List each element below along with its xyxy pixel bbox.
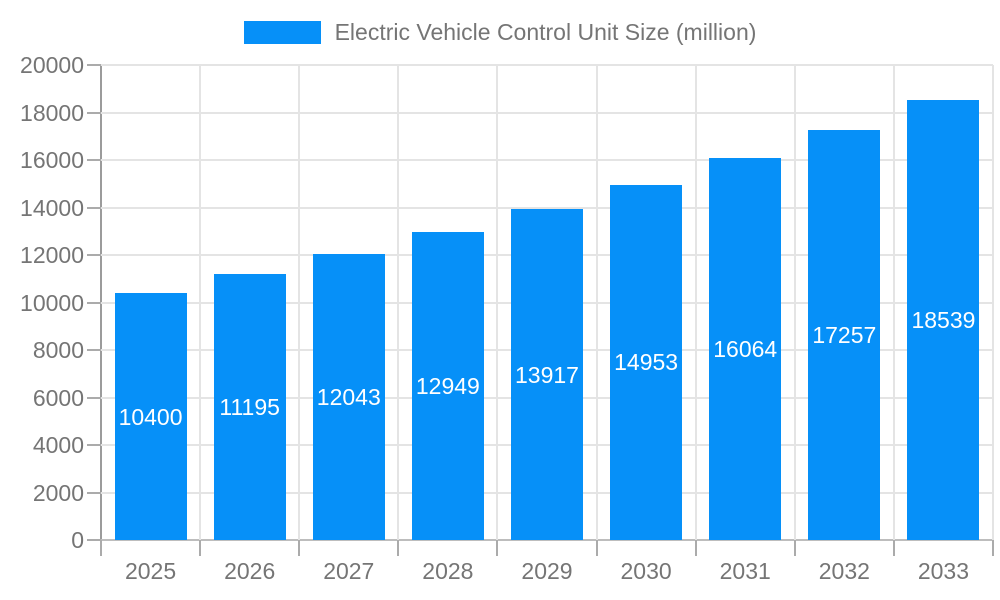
- bar-value-label: 18539: [911, 306, 976, 333]
- y-axis-label: 0: [71, 527, 84, 553]
- h-gridline: [101, 206, 993, 209]
- v-gridline: [199, 65, 202, 540]
- bar-value-label: 10400: [118, 403, 183, 430]
- plot-area: 10400 11195 12043 12949 13917 14953 16064 17257…: [101, 64, 994, 540]
- x-axis-tick: [694, 540, 697, 556]
- y-axis-label: 6000: [32, 384, 84, 411]
- y-axis-tick: [87, 111, 101, 114]
- v-gridline: [496, 65, 499, 540]
- x-axis-label: 2032: [818, 558, 870, 584]
- y-axis-tick: [87, 254, 101, 256]
- legend-label[interactable]: Electric Vehicle Control Unit Size (mill…: [334, 19, 757, 45]
- legend[interactable]: Electric Vehicle Control Unit Size (mill…: [0, 17, 1000, 47]
- x-axis-line: [101, 539, 993, 541]
- v-gridline: [298, 65, 301, 540]
- y-axis-label: 10000: [20, 289, 84, 316]
- y-axis-label: 14000: [20, 194, 84, 221]
- y-axis-tick: [87, 159, 101, 161]
- y-axis-label: 8000: [32, 337, 84, 363]
- x-axis-tick: [298, 540, 301, 556]
- h-gridline: [101, 111, 993, 114]
- y-axis-tick: [87, 349, 101, 351]
- bar-value-label: 12043: [316, 383, 381, 410]
- x-axis-tick: [397, 540, 400, 556]
- bar-2028[interactable]: 12949: [411, 232, 484, 540]
- v-gridline: [992, 65, 994, 540]
- y-axis-label: 18000: [20, 99, 84, 126]
- v-gridline: [397, 65, 400, 540]
- bar-2029[interactable]: 13917: [511, 209, 583, 540]
- x-axis-label: 2027: [323, 558, 375, 584]
- bar-2030[interactable]: 14953: [610, 184, 683, 540]
- y-axis-label: 20000: [20, 52, 84, 78]
- bar-value-label: 12949: [415, 373, 480, 400]
- x-axis-label: 2031: [719, 558, 771, 584]
- x-axis-tick: [992, 540, 994, 556]
- y-axis-label: 16000: [20, 147, 84, 173]
- legend-swatch[interactable]: [243, 20, 321, 44]
- x-axis-tick: [595, 540, 598, 556]
- x-axis-label: 2025: [124, 558, 177, 584]
- y-axis-tick: [87, 396, 101, 399]
- h-gridline: [101, 159, 993, 161]
- y-axis-tick: [87, 206, 101, 209]
- y-axis-tick: [87, 301, 101, 304]
- y-axis-tick: [87, 491, 101, 494]
- bar-2033[interactable]: 18539: [907, 99, 980, 540]
- v-gridline: [892, 65, 895, 540]
- bar-value-label: 11195: [219, 394, 280, 421]
- bar-2026[interactable]: 11195: [213, 274, 286, 540]
- y-axis-tick: [87, 64, 101, 66]
- v-gridline: [595, 65, 598, 540]
- x-axis-tick: [793, 540, 796, 556]
- bar-value-label: 14953: [614, 349, 679, 376]
- bar-2027[interactable]: 12043: [312, 253, 385, 540]
- y-axis-label: 12000: [20, 242, 84, 268]
- bar-value-label: 17257: [812, 322, 877, 349]
- bar-2032[interactable]: 17257: [808, 130, 881, 540]
- bar-2025[interactable]: 10400: [114, 293, 187, 540]
- x-axis-tick: [100, 540, 102, 556]
- y-axis-tick: [87, 539, 101, 541]
- y-axis-label: 4000: [32, 432, 84, 458]
- x-axis-tick: [199, 540, 202, 556]
- y-axis-label: 2000: [32, 479, 84, 506]
- x-axis-tick: [496, 540, 499, 556]
- x-axis-label: 2028: [422, 558, 474, 584]
- bar-value-label: 16064: [713, 336, 778, 363]
- bar-value-label: 13917: [515, 361, 579, 388]
- x-axis-label: 2030: [620, 558, 672, 584]
- x-axis-label: 2026: [224, 558, 276, 584]
- x-axis-label: 2029: [521, 558, 573, 584]
- y-axis-tick: [87, 444, 101, 446]
- v-gridline: [793, 65, 796, 540]
- v-gridline: [694, 65, 697, 540]
- x-axis-label: 2033: [917, 558, 970, 584]
- bar-2031[interactable]: 16064: [709, 158, 782, 540]
- x-axis-tick: [892, 540, 895, 556]
- h-gridline: [101, 64, 993, 66]
